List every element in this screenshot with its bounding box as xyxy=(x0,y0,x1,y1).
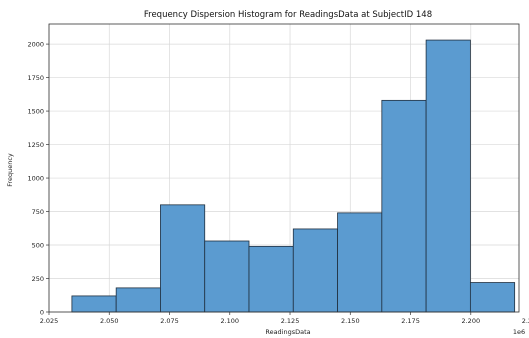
y-tick-label: 250 xyxy=(32,275,44,283)
x-tick-label: 2.025 xyxy=(40,317,59,325)
y-tick-label: 2000 xyxy=(27,40,44,48)
histogram-bar xyxy=(425,39,471,313)
x-tick-label: 2.200 xyxy=(461,317,480,325)
x-tick-label: 2.125 xyxy=(281,317,300,325)
y-tick-label: 1000 xyxy=(27,174,44,182)
x-tick-label: 2.225 xyxy=(522,317,529,325)
x-axis-ticks: 2.025 2.050 2.075 2.100 2.125 2.150 2.175 2.200… xyxy=(40,312,529,325)
y-tick-label: 750 xyxy=(32,208,44,216)
y-tick-label: 1250 xyxy=(27,141,44,149)
y-tick-label: 1500 xyxy=(27,107,44,115)
y-tick-label: 1750 xyxy=(27,74,44,82)
histogram-bar xyxy=(71,295,117,313)
histogram-bars xyxy=(71,39,516,313)
x-axis-offset-label: 1e6 xyxy=(513,328,525,336)
x-tick-label: 2.075 xyxy=(160,317,179,325)
y-tick-label: 0 xyxy=(40,308,44,316)
histogram-bar xyxy=(292,228,338,313)
x-axis-label: ReadingsData xyxy=(265,328,310,336)
y-tick-label: 500 xyxy=(32,241,44,249)
histogram-bar xyxy=(204,240,250,313)
x-tick-label: 2.175 xyxy=(401,317,420,325)
histogram-bar xyxy=(381,99,427,313)
chart-title: Frequency Dispersion Histogram for Readi… xyxy=(144,10,432,20)
y-axis-label: Frequency xyxy=(6,153,14,187)
histogram-bar xyxy=(248,245,294,313)
x-tick-label: 2.100 xyxy=(220,317,239,325)
x-tick-label: 2.150 xyxy=(341,317,360,325)
x-tick-label: 2.050 xyxy=(100,317,119,325)
plot-frame xyxy=(48,23,520,313)
histogram-bar xyxy=(160,204,206,313)
histogram-bar xyxy=(469,282,516,313)
histogram-bar xyxy=(337,212,383,313)
y-axis-ticks: 0 250 500 750 1000 1250 1500 1750 2000 xyxy=(27,40,49,316)
histogram-bar xyxy=(115,287,161,313)
